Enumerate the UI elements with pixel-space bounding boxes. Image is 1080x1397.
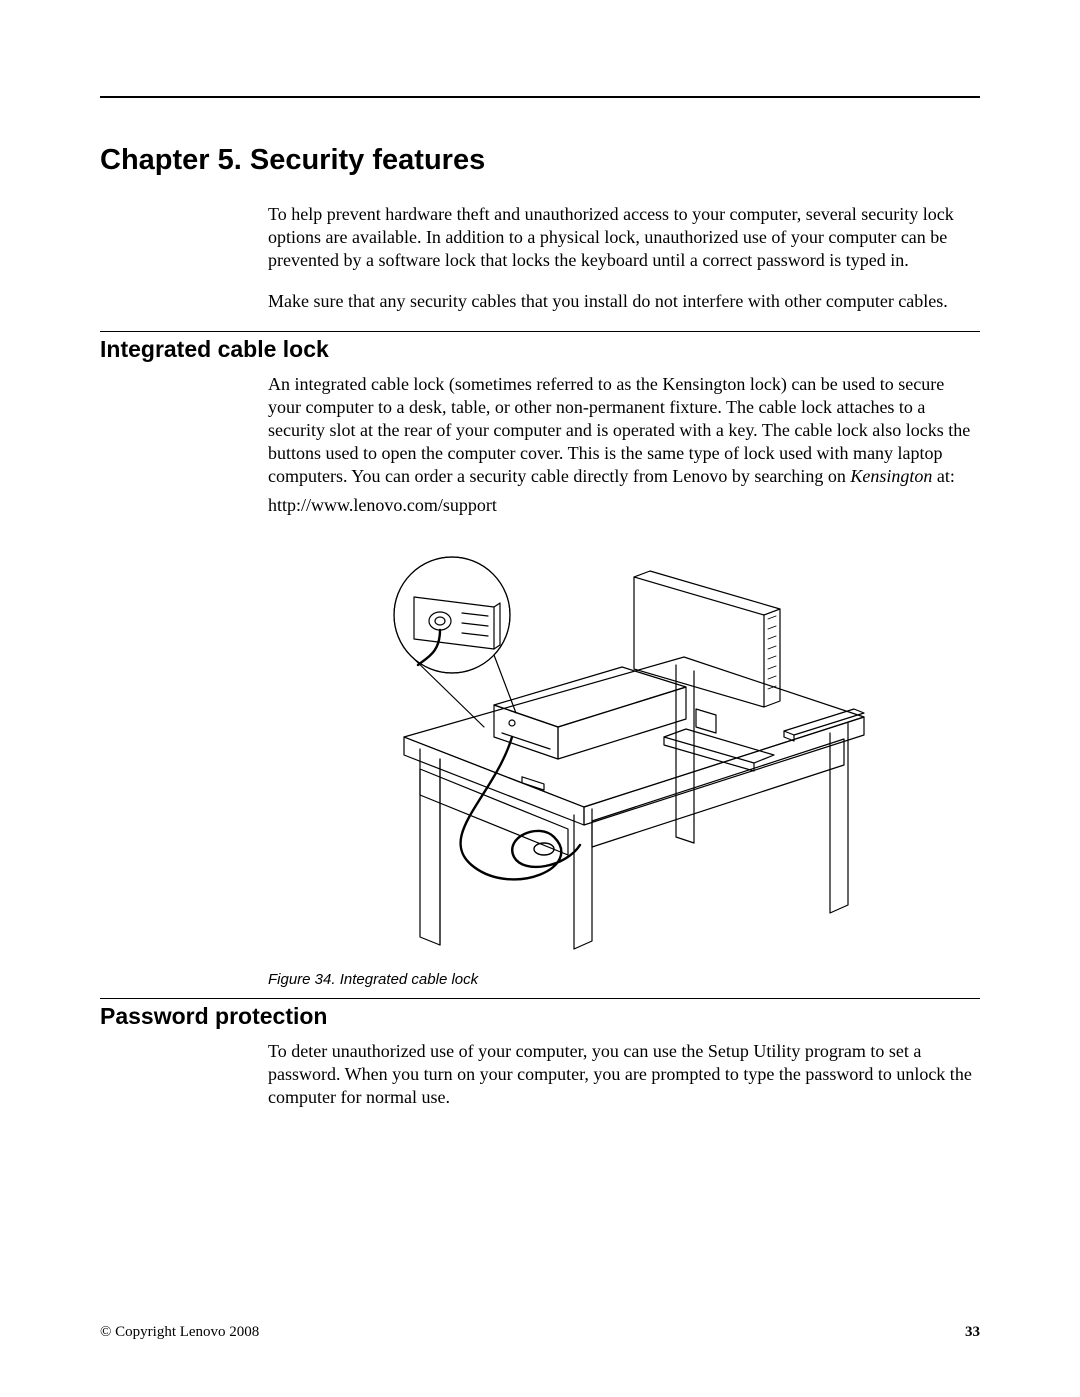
top-rule	[100, 96, 980, 98]
document-page: Chapter 5. Security features To help pre…	[0, 0, 1080, 1397]
section-password-protection: Password protection To deter unauthorize…	[100, 998, 980, 1109]
section-integrated-cable-lock: Integrated cable lock An integrated cabl…	[100, 331, 980, 988]
chapter-title: Chapter 5. Security features	[100, 144, 980, 177]
chapter-intro: To help prevent hardware theft and unaut…	[268, 203, 980, 313]
intro-paragraph-2: Make sure that any security cables that …	[268, 290, 980, 313]
cable-lock-text-italic: Kensington	[850, 466, 932, 486]
page-footer: © Copyright Lenovo 2008 33	[100, 1324, 980, 1341]
copyright-text: © Copyright Lenovo 2008	[100, 1324, 259, 1341]
section-heading-password: Password protection	[100, 1003, 980, 1030]
section-body-password: To deter unauthorized use of your comput…	[268, 1040, 980, 1109]
cable-lock-paragraph: An integrated cable lock (sometimes refe…	[268, 373, 980, 488]
section-heading-cable-lock: Integrated cable lock	[100, 336, 980, 363]
figure-caption: Figure 34. Integrated cable lock	[268, 971, 980, 988]
page-number: 33	[965, 1324, 980, 1341]
password-paragraph: To deter unauthorized use of your comput…	[268, 1040, 980, 1109]
figure-cable-lock: Figure 34. Integrated cable lock	[268, 537, 980, 988]
intro-paragraph-1: To help prevent hardware theft and unaut…	[268, 203, 980, 272]
section-rule	[100, 998, 980, 999]
cable-lock-illustration	[344, 537, 904, 957]
section-body-cable-lock: An integrated cable lock (sometimes refe…	[268, 373, 980, 517]
section-rule	[100, 331, 980, 332]
cable-lock-text-post: at:	[932, 466, 955, 486]
cable-lock-url: http://www.lenovo.com/support	[268, 494, 980, 517]
